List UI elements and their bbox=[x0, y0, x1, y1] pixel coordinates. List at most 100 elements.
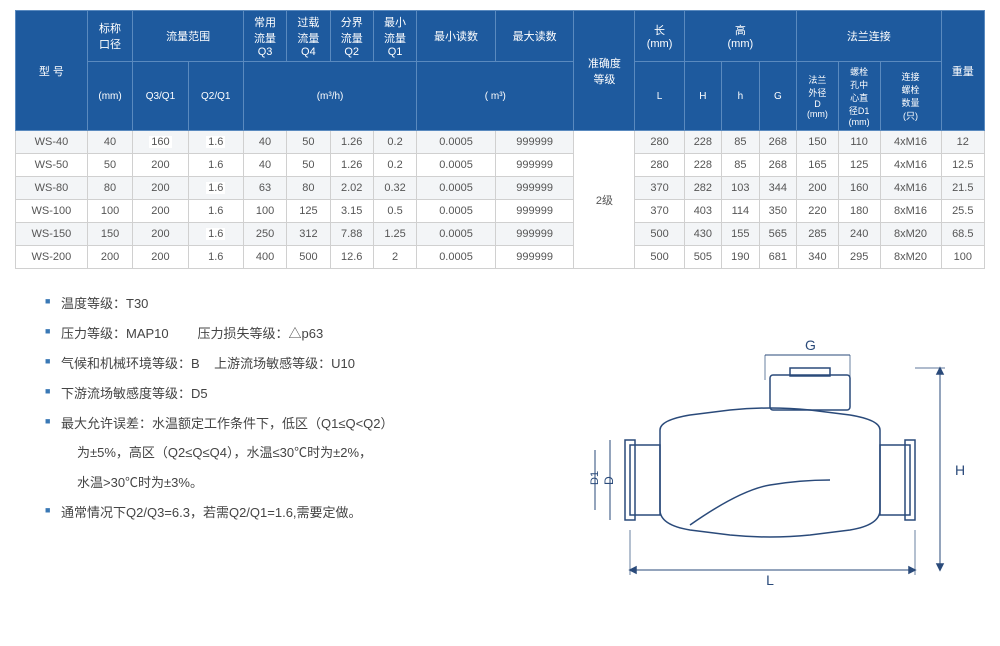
svg-text:L: L bbox=[766, 572, 774, 588]
note-pressure: 压力等级：MAP10 压力损失等级：△p63 bbox=[45, 319, 495, 349]
th-minread: 最小读数 bbox=[417, 11, 496, 62]
th-model: 型 号 bbox=[16, 11, 88, 131]
table-row: WS-1001002001.61001253.150.50.0005999999… bbox=[16, 200, 985, 223]
cell-q2: 7.88 bbox=[330, 223, 373, 246]
dimensional-diagram: L H G D D1 bbox=[570, 330, 970, 610]
note-downstream: 下游流场敏感度等级：D5 bbox=[45, 379, 495, 409]
table-row: WS-1501502001.62503127.881.250.000599999… bbox=[16, 223, 985, 246]
cell-q3: 250 bbox=[243, 223, 286, 246]
th-sub-mm: (mm) bbox=[87, 62, 132, 131]
th-sub-m3: ( m³) bbox=[417, 62, 574, 131]
cell-dia: 40 bbox=[87, 131, 132, 154]
cell-dia: 100 bbox=[87, 200, 132, 223]
cell-q2: 1.26 bbox=[330, 154, 373, 177]
cell-q2: 2.02 bbox=[330, 177, 373, 200]
cell-model: WS-150 bbox=[16, 223, 88, 246]
cell-dia: 200 bbox=[87, 246, 132, 269]
cell-bolt: 8xM16 bbox=[880, 200, 941, 223]
th-height: 高 (mm) bbox=[684, 11, 796, 62]
table-row: WS-80802001.663802.020.320.0005999999370… bbox=[16, 177, 985, 200]
cell-G: 268 bbox=[759, 154, 796, 177]
th-sub-q2q1: Q2/Q1 bbox=[188, 62, 243, 131]
cell-q3: 40 bbox=[243, 154, 286, 177]
cell-model: WS-40 bbox=[16, 131, 88, 154]
cell-maxr: 999999 bbox=[495, 177, 574, 200]
svg-text:D1: D1 bbox=[589, 471, 601, 485]
cell-h: 85 bbox=[722, 131, 759, 154]
cell-bolt: 8xM20 bbox=[880, 246, 941, 269]
cell-q3: 63 bbox=[243, 177, 286, 200]
th-flange: 法兰连接 bbox=[797, 11, 941, 62]
cell-wt: 21.5 bbox=[941, 177, 984, 200]
cell-G: 344 bbox=[759, 177, 796, 200]
th-sub-h: h bbox=[722, 62, 759, 131]
table-row: WS-2002002001.640050012.620.000599999950… bbox=[16, 246, 985, 269]
note-temp: 温度等级：T30 bbox=[45, 289, 495, 319]
cell-h: 190 bbox=[722, 246, 759, 269]
cell-dia: 150 bbox=[87, 223, 132, 246]
cell-q3q1: 200 bbox=[133, 223, 188, 246]
th-sub-m3h: (m³/h) bbox=[243, 62, 416, 131]
cell-h: 155 bbox=[722, 223, 759, 246]
cell-q4: 80 bbox=[287, 177, 330, 200]
cell-minr: 0.0005 bbox=[417, 177, 496, 200]
th-flange-d1: 螺栓 孔中 心直 径D1(mm) bbox=[838, 62, 880, 131]
cell-q2q1: 1.6 bbox=[188, 246, 243, 269]
table-row: WS-40401601.640501.260.20.00059999992级28… bbox=[16, 131, 985, 154]
cell-h: 85 bbox=[722, 154, 759, 177]
cell-q2: 12.6 bbox=[330, 246, 373, 269]
note-env: 气候和机械环境等级：B 上游流场敏感等级：U10 bbox=[45, 349, 495, 379]
cell-minr: 0.0005 bbox=[417, 154, 496, 177]
cell-H: 505 bbox=[684, 246, 721, 269]
cell-q3q1: 200 bbox=[133, 177, 188, 200]
cell-wt: 12.5 bbox=[941, 154, 984, 177]
cell-model: WS-200 bbox=[16, 246, 88, 269]
cell-q2q1: 1.6 bbox=[188, 154, 243, 177]
cell-L: 370 bbox=[635, 177, 684, 200]
svg-text:D: D bbox=[602, 476, 616, 485]
cell-maxr: 999999 bbox=[495, 131, 574, 154]
cell-q2: 1.26 bbox=[330, 131, 373, 154]
cell-H: 228 bbox=[684, 154, 721, 177]
spec-table: 型 号 标称 口径 流量范围 常用 流量 Q3 过载 流量 Q4 分界 流量 Q… bbox=[15, 10, 985, 269]
cell-q1: 2 bbox=[373, 246, 416, 269]
cell-D1: 240 bbox=[838, 223, 880, 246]
cell-G: 681 bbox=[759, 246, 796, 269]
note-error: 最大允许误差：水温额定工作条件下，低区（Q1≤Q<Q2）为±5%，高区（Q2≤Q… bbox=[45, 409, 495, 499]
cell-D1: 125 bbox=[838, 154, 880, 177]
th-maxread: 最大读数 bbox=[495, 11, 574, 62]
cell-q1: 0.5 bbox=[373, 200, 416, 223]
th-flange-bolt: 连接 螺栓 数量(只) bbox=[880, 62, 941, 131]
cell-minr: 0.0005 bbox=[417, 223, 496, 246]
cell-model: WS-80 bbox=[16, 177, 88, 200]
cell-D1: 110 bbox=[838, 131, 880, 154]
cell-q1: 0.2 bbox=[373, 154, 416, 177]
cell-model: WS-50 bbox=[16, 154, 88, 177]
cell-H: 403 bbox=[684, 200, 721, 223]
cell-D: 340 bbox=[797, 246, 839, 269]
cell-L: 500 bbox=[635, 246, 684, 269]
cell-h: 114 bbox=[722, 200, 759, 223]
cell-D1: 180 bbox=[838, 200, 880, 223]
th-flange-d: 法兰 外径 D(mm) bbox=[797, 62, 839, 131]
cell-q2: 3.15 bbox=[330, 200, 373, 223]
cell-q3: 100 bbox=[243, 200, 286, 223]
cell-q4: 312 bbox=[287, 223, 330, 246]
cell-q4: 125 bbox=[287, 200, 330, 223]
th-weight: 重量 bbox=[941, 11, 984, 131]
cell-q3: 400 bbox=[243, 246, 286, 269]
cell-q3q1: 160 bbox=[133, 131, 188, 154]
cell-D: 200 bbox=[797, 177, 839, 200]
cell-bolt: 4xM16 bbox=[880, 131, 941, 154]
cell-q1: 1.25 bbox=[373, 223, 416, 246]
cell-minr: 0.0005 bbox=[417, 246, 496, 269]
cell-maxr: 999999 bbox=[495, 154, 574, 177]
cell-q2q1: 1.6 bbox=[188, 200, 243, 223]
cell-q4: 50 bbox=[287, 154, 330, 177]
cell-dia: 50 bbox=[87, 154, 132, 177]
cell-model: WS-100 bbox=[16, 200, 88, 223]
svg-text:H: H bbox=[955, 462, 965, 478]
th-q2: 分界 流量 Q2 bbox=[330, 11, 373, 62]
th-sub-G: G bbox=[759, 62, 796, 131]
cell-maxr: 999999 bbox=[495, 223, 574, 246]
